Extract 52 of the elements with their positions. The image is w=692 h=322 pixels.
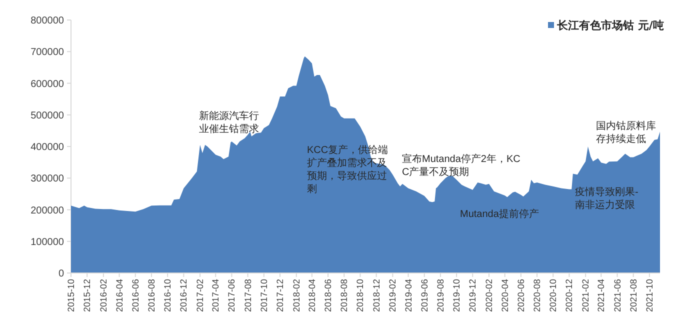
x-tick-label: 2019-02: [388, 279, 398, 312]
x-tick-label: 2021-10: [644, 279, 654, 312]
x-tick-label: 2016-08: [146, 279, 156, 312]
x-tick-label: 2021-04: [596, 279, 606, 312]
x-tick-label: 2016-02: [98, 279, 108, 312]
x-tick-label: 2016-12: [178, 279, 189, 312]
x-tick-label: 2020-02: [484, 279, 494, 312]
y-tick-label: 300000: [30, 174, 64, 185]
y-tick-label: 400000: [30, 142, 64, 153]
y-tick-label: 0: [58, 268, 64, 280]
y-tick-label: 100000: [30, 236, 64, 248]
x-tick-label: 2017-10: [258, 279, 269, 312]
y-tick-label: 500000: [30, 110, 64, 122]
annotation: 国内钴原料库存持续走低: [596, 121, 656, 145]
y-tick-label: 600000: [30, 78, 64, 90]
legend: 长江有色市场钴 元/吨: [548, 19, 664, 32]
x-tick-label: 2019-10: [452, 279, 462, 312]
x-tick-label: 2020-04: [500, 279, 510, 312]
y-tick-label: 800000: [30, 16, 64, 26]
x-tick-label: 2020-08: [532, 279, 542, 312]
x-tick-label: 2017-02: [195, 279, 206, 312]
annotation: 疫情导致刚果-南非运力受限: [575, 187, 638, 211]
x-tick-label: 2021-08: [628, 279, 638, 312]
x-tick-label: 2020-12: [564, 279, 574, 312]
x-tick-label: 2016-06: [130, 279, 140, 312]
annotation: Mutanda提前停产: [460, 209, 539, 220]
x-tick-label: 2019-04: [403, 279, 414, 312]
x-tick-label: 2020-10: [548, 279, 558, 312]
x-tick-label: 2019-08: [435, 279, 446, 312]
annotation: 新能源汽车行业催生钴需求: [199, 111, 259, 135]
x-tick-label: 2017-08: [242, 279, 253, 312]
x-tick-label: 2018-10: [355, 279, 366, 312]
x-tick-label: 2016-10: [162, 279, 173, 312]
x-tick-label: 2016-04: [114, 279, 124, 312]
y-tick-label: 700000: [30, 47, 64, 58]
x-tick-label: 2018-08: [339, 279, 350, 312]
x-tick-label: 2021-06: [612, 279, 622, 312]
annotation: 宣布Mutanda停产2年，KCC产量不及预期: [402, 154, 520, 178]
x-tick-label: 2018-12: [371, 279, 382, 312]
x-tick-label: 2017-06: [226, 279, 237, 312]
x-tick-label: 2018-04: [306, 279, 317, 312]
x-tick-label: 2018-06: [323, 279, 334, 312]
x-tick-label: 2019-06: [419, 279, 430, 312]
x-tick-label: 2017-04: [210, 279, 221, 312]
x-tick-label: 2015-10: [66, 279, 76, 312]
x-tick-label: 2021-02: [580, 279, 591, 312]
x-tick-label: 2020-06: [516, 279, 526, 312]
x-tick-label: 2019-12: [468, 279, 478, 312]
x-tick-label: 2017-12: [275, 279, 285, 312]
y-tick-label: 200000: [30, 205, 64, 216]
x-tick-label: 2018-02: [291, 279, 302, 312]
x-tick-label: 2015-12: [82, 279, 92, 312]
